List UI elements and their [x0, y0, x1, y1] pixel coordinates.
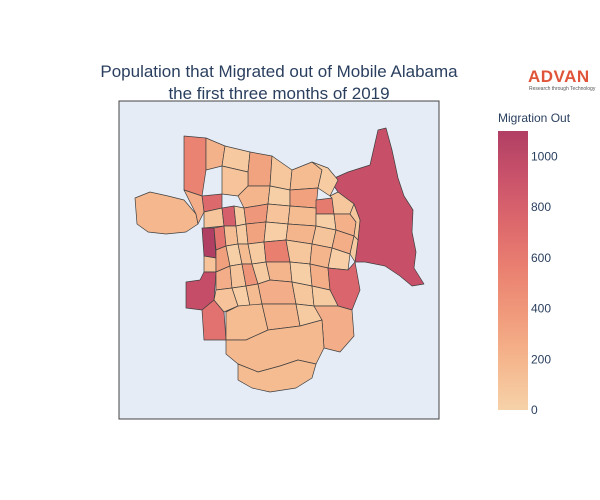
tract-w2-5 — [263, 221, 289, 243]
tract-north-3 — [247, 151, 273, 187]
tract-l-2 — [213, 287, 239, 313]
colorbar-gradient — [498, 131, 528, 410]
tract-w2-2 — [223, 225, 239, 247]
logo-tagline: Research through Technology — [529, 86, 596, 92]
tract-w-7 — [287, 205, 317, 227]
tract-w-6 — [265, 203, 291, 225]
colorbar-tick-label: 800 — [531, 200, 551, 214]
advan-logo: ADVAN Research through Technology — [528, 67, 596, 92]
tract-w2-4 — [245, 221, 267, 245]
colorbar-tick-label: 600 — [531, 251, 551, 265]
tract-r2-6 — [315, 197, 335, 215]
tract-r2-5 — [289, 187, 319, 209]
colorbar-tick-label: 0 — [531, 403, 538, 417]
tract-northwest — [183, 135, 207, 197]
tract-w-3 — [221, 205, 237, 227]
colorbar-tick-label: 200 — [531, 352, 551, 366]
tract-l-5 — [257, 279, 297, 305]
chart-title-line-1: Population that Migrated out of Mobile A… — [100, 62, 458, 81]
colorbar-tick-label: 400 — [531, 302, 551, 316]
tract-l-1 — [201, 299, 227, 341]
tract-r2-4 — [267, 185, 291, 207]
colorbar-ticks: 0 200 400 600 800 1000 — [531, 149, 558, 417]
tract-west-deep — [201, 227, 217, 259]
tract-sw-red — [185, 271, 217, 311]
tract-w-2 — [203, 207, 225, 229]
tract-sw-5 — [265, 261, 293, 283]
tract-s-6 — [237, 359, 317, 393]
tract-s-2 — [261, 303, 301, 331]
logo-wordmark: ADVAN — [528, 67, 590, 86]
tract-m-7 — [285, 239, 313, 265]
tract-w-1 — [183, 189, 205, 225]
tract-m-6 — [263, 239, 291, 263]
colorbar-title: Migration Out — [498, 111, 571, 125]
chart-title-line-2: the first three months of 2019 — [168, 84, 389, 103]
tract-m-1 — [203, 255, 217, 273]
colorbar-tick-label: 1000 — [531, 149, 558, 163]
choropleth-map — [134, 127, 425, 393]
